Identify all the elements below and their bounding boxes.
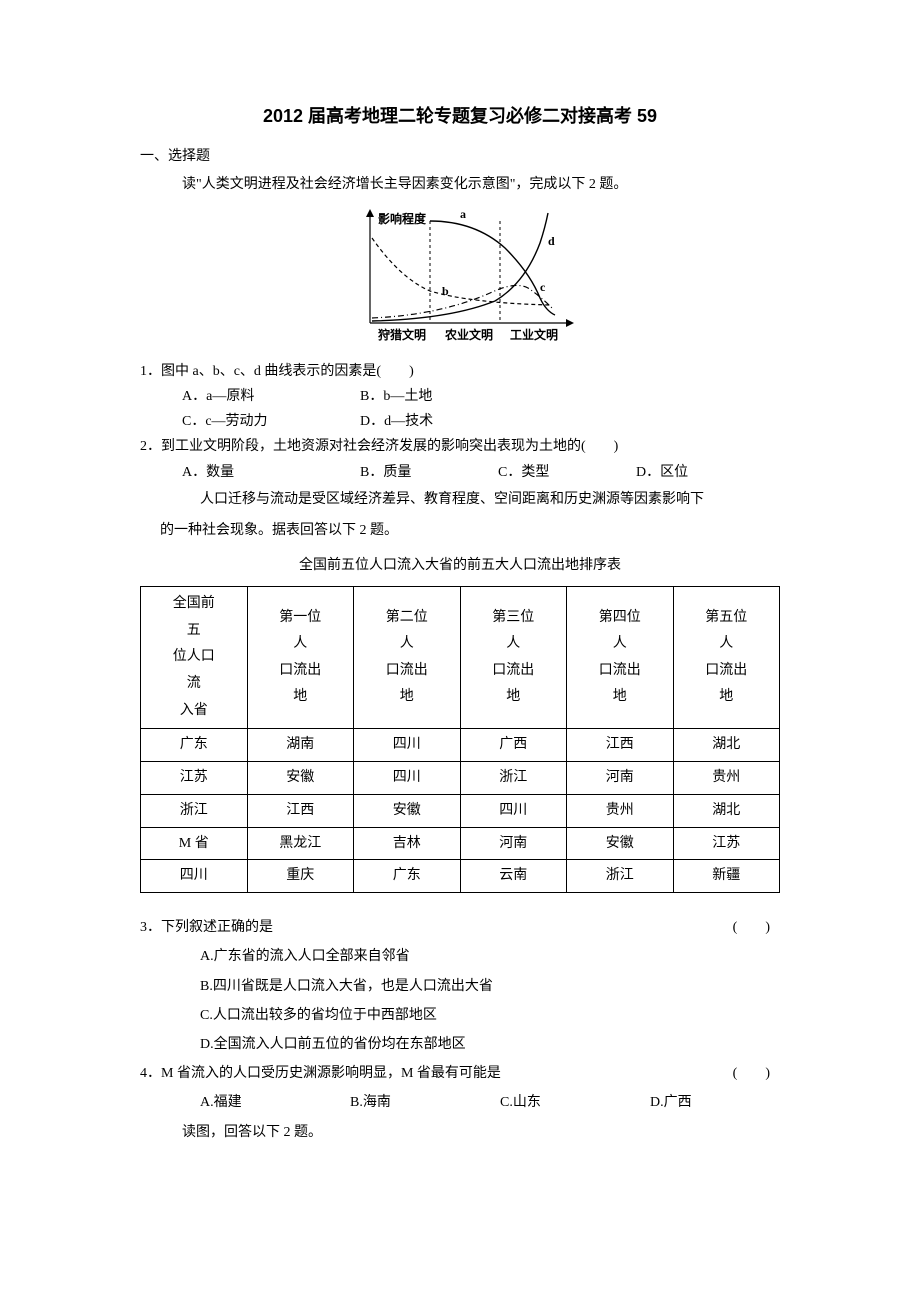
chart-xlabel-3: 工业文明 bbox=[510, 327, 558, 342]
th-1: 第一位人口流出地 bbox=[247, 587, 354, 729]
q4-opts: A.福建 B.海南 C.山东 D.广西 bbox=[140, 1090, 780, 1115]
table-row: 浙江江西安徽四川贵州湖北 bbox=[141, 794, 780, 827]
q2-opt-d: D．区位 bbox=[636, 460, 688, 485]
th-3: 第三位人口流出地 bbox=[460, 587, 567, 729]
chart-xlabel-1: 狩猎文明 bbox=[378, 327, 426, 342]
q2-opt-a: A．数量 bbox=[182, 460, 352, 485]
q4-paren: ( ) bbox=[733, 1061, 770, 1086]
chart-ylabel: 影响程度 bbox=[378, 211, 427, 226]
th-2: 第二位人口流出地 bbox=[354, 587, 461, 729]
th-5: 第五位人口流出地 bbox=[673, 587, 780, 729]
q4-stem-row: 4．M 省流入的人口受历史渊源影响明显，M 省最有可能是 ( ) bbox=[140, 1061, 780, 1086]
table-row: 广东湖南四川广西江西湖北 bbox=[141, 729, 780, 762]
section-heading: 一、选择题 bbox=[140, 144, 780, 169]
curve-b-label: b bbox=[442, 284, 449, 298]
page-title: 2012 届高考地理二轮专题复习必修二对接高考 59 bbox=[140, 100, 780, 132]
q1-opts-row1: A．a—原料 B．b—土地 bbox=[140, 384, 780, 409]
q2-opt-b: B．质量 bbox=[360, 460, 490, 485]
intro-text-2b: 的一种社会现象。据表回答以下 2 题。 bbox=[140, 518, 780, 543]
curve-c-label: c bbox=[540, 280, 546, 294]
table-title: 全国前五位人口流入大省的前五大人口流出地排序表 bbox=[140, 553, 780, 578]
curve-a-label: a bbox=[460, 207, 466, 221]
q1-opt-a: A．a—原料 bbox=[182, 384, 352, 409]
q2-opts: A．数量 B．质量 C．类型 D．区位 bbox=[140, 460, 780, 485]
q3-opt-a: A.广东省的流入人口全部来自邻省 bbox=[140, 944, 780, 969]
table-row: M 省黑龙江吉林河南安徽江苏 bbox=[141, 827, 780, 860]
q3-opt-b: B.四川省既是人口流入大省，也是人口流出大省 bbox=[140, 974, 780, 999]
table-row: 四川重庆广东云南浙江新疆 bbox=[141, 860, 780, 893]
intro-text-2a: 人口迁移与流动是受区域经济差异、教育程度、空间距离和历史渊源等因素影响下 bbox=[140, 487, 780, 512]
table-row: 江苏安徽四川浙江河南贵州 bbox=[141, 762, 780, 795]
th-0: 全国前 五 位人口 流 入省 bbox=[141, 587, 248, 729]
q4-opt-a: A.福建 bbox=[200, 1090, 350, 1115]
q3-opt-c: C.人口流出较多的省均位于中西部地区 bbox=[140, 1003, 780, 1028]
outro-text: 读图，回答以下 2 题。 bbox=[140, 1120, 780, 1145]
q1-opts-row2: C．c—劳动力 D．d—技术 bbox=[140, 409, 780, 434]
q4-stem: 4．M 省流入的人口受历史渊源影响明显，M 省最有可能是 bbox=[140, 1061, 501, 1086]
curve-d-label: d bbox=[548, 234, 555, 248]
q1-opt-c: C．c—劳动力 bbox=[182, 409, 352, 434]
population-table: 全国前 五 位人口 流 入省 第一位人口流出地 第二位人口流出地 第三位人口流出… bbox=[140, 586, 780, 893]
chart-figure: a b c d 影响程度 狩猎文明 农业文明 工业文明 bbox=[140, 203, 780, 353]
q2-opt-c: C．类型 bbox=[498, 460, 628, 485]
q4-opt-c: C.山东 bbox=[500, 1090, 650, 1115]
q4-opt-b: B.海南 bbox=[350, 1090, 500, 1115]
chart-svg: a b c d 影响程度 狩猎文明 农业文明 工业文明 bbox=[330, 203, 590, 353]
th-4: 第四位人口流出地 bbox=[567, 587, 674, 729]
q1-opt-d: D．d—技术 bbox=[360, 409, 530, 434]
table-header-row: 全国前 五 位人口 流 入省 第一位人口流出地 第二位人口流出地 第三位人口流出… bbox=[141, 587, 780, 729]
q3-paren: ( ) bbox=[733, 915, 770, 940]
q3-stem: 3．下列叙述正确的是 bbox=[140, 915, 273, 940]
chart-xlabel-2: 农业文明 bbox=[444, 327, 493, 342]
intro-text-1: 读"人类文明进程及社会经济增长主导因素变化示意图"，完成以下 2 题。 bbox=[140, 172, 780, 197]
q4-opt-d: D.广西 bbox=[650, 1090, 800, 1115]
q1-stem: 1．图中 a、b、c、d 曲线表示的因素是( ) bbox=[140, 359, 780, 384]
q1-opt-b: B．b—土地 bbox=[360, 384, 530, 409]
q3-stem-row: 3．下列叙述正确的是 ( ) bbox=[140, 915, 780, 940]
q2-stem: 2．到工业文明阶段，土地资源对社会经济发展的影响突出表现为土地的( ) bbox=[140, 434, 780, 459]
q3-opt-d: D.全国流入人口前五位的省份均在东部地区 bbox=[140, 1032, 780, 1057]
